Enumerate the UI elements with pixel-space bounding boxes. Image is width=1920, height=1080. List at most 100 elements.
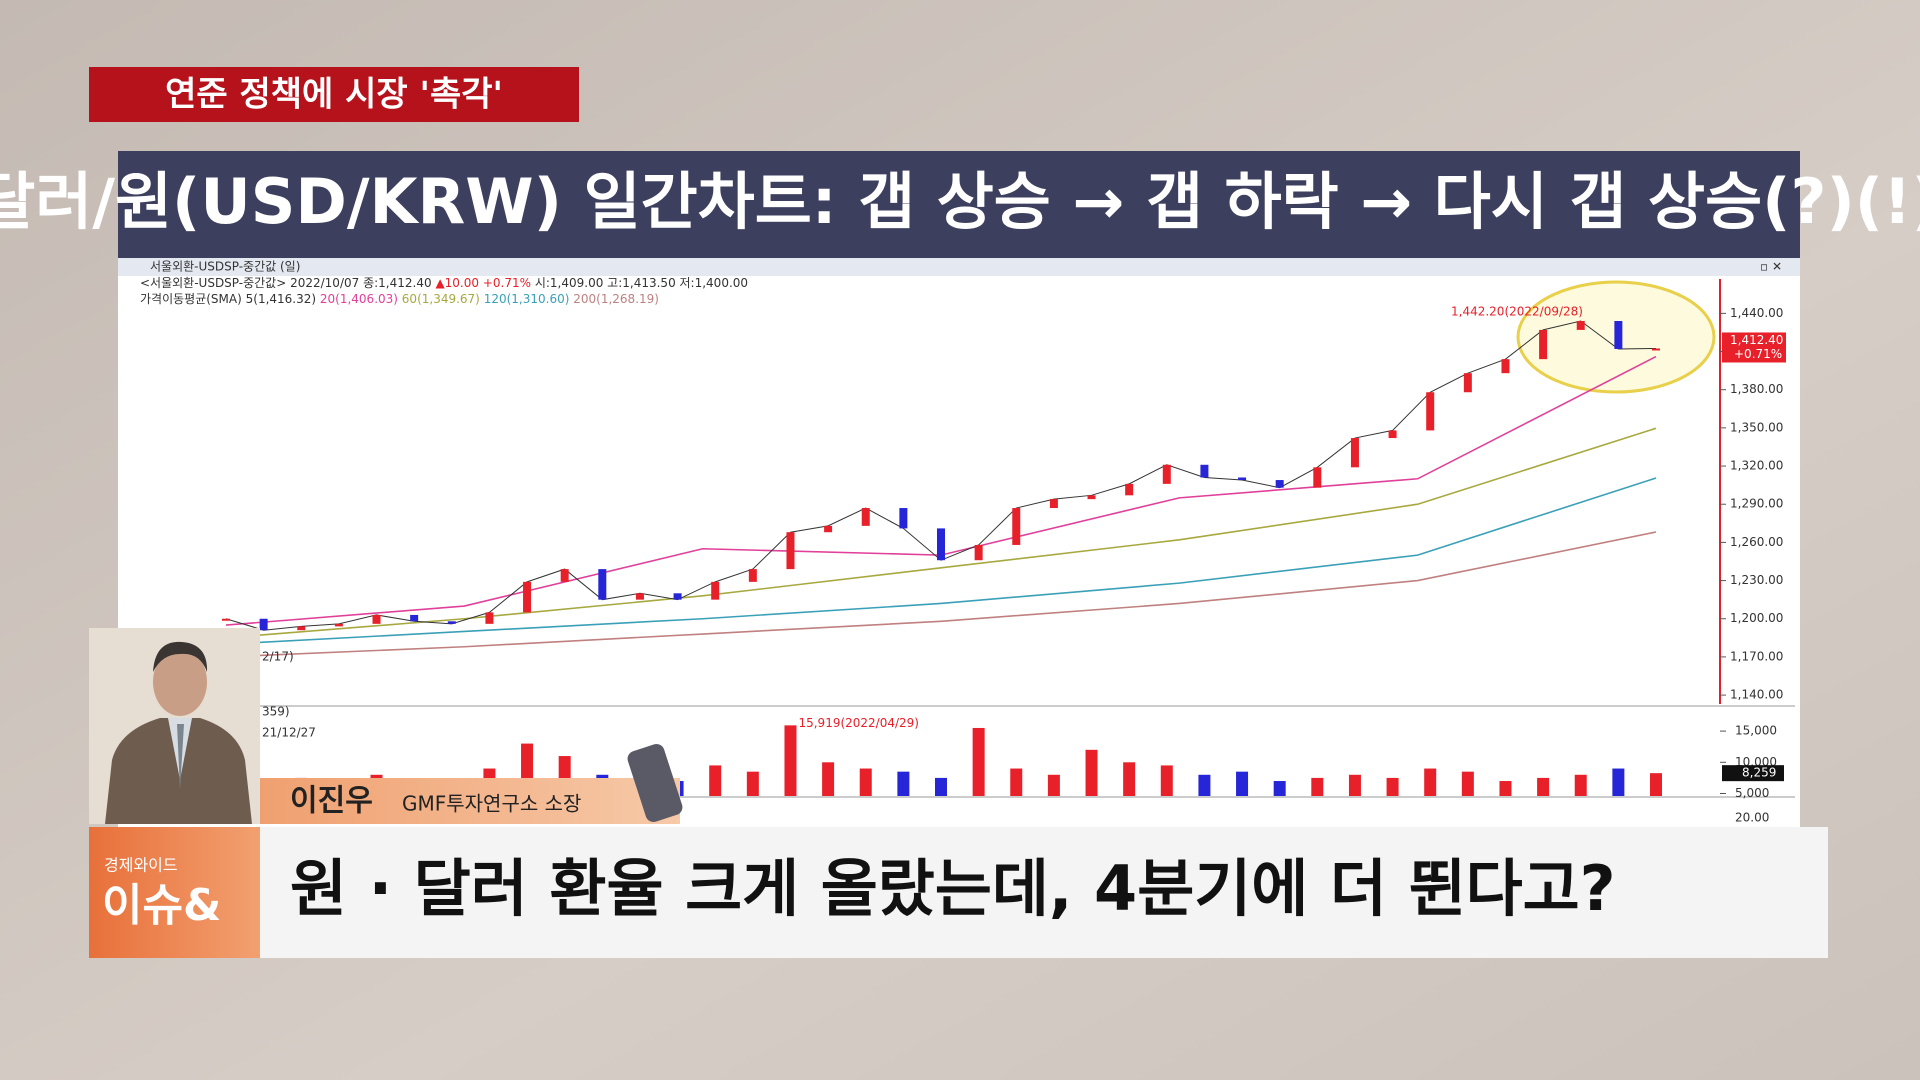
last-change-label: +0.71% [1734,347,1782,361]
logo-main: 이슈& [102,880,221,931]
candle [824,525,833,533]
title-text: 달러/원(USD/KRW) 일간차트: 갭 상승 → 갭 하락 → 다시 갭 상… [0,165,1920,238]
volume-tick-label: 15,000 [1735,724,1777,738]
volume-bar [1123,762,1136,796]
topic-tag-text: 연준 정책에 시장 '촉각' [165,75,503,115]
candle [447,621,456,624]
y-tick-label: 1,200.00 [1730,611,1783,625]
volume-bar [1236,771,1249,796]
start-annotation: 2/17) [262,650,294,664]
volume-peak-annotation: 15,919(2022/04/29) [798,716,919,730]
candle [523,581,532,613]
volume-bar [746,771,759,796]
candle [1426,392,1435,431]
volume-start-annotation: 21/12/27 [262,726,316,740]
topic-tag [89,67,579,122]
candle [711,581,720,600]
program-logo-box [89,827,260,958]
y-tick-label: 1,230.00 [1730,573,1783,587]
logo-top: 경제와이드 [104,856,178,875]
volume-bar [1085,749,1098,796]
volume-bar [1461,771,1474,796]
volume-panel-label: 359) [262,705,290,719]
volume-bar [1612,768,1625,796]
candle [297,626,306,631]
volume-bar [822,762,835,796]
volume-bar [1650,773,1662,796]
candle [861,508,870,526]
candle [1388,430,1397,439]
volume-bar [859,768,872,796]
chart-window-titlebar [118,258,1800,276]
volume-bar [1010,768,1023,796]
sma-line [225,477,1657,645]
volume-tick-label: 5,000 [1735,786,1769,800]
candle [1162,464,1171,484]
volume-last-tag [1722,765,1784,782]
sma-line [225,531,1657,658]
candle [1652,348,1660,351]
volume-bar [784,725,797,796]
chart-window [118,258,1800,833]
photo-hair [153,641,208,672]
lower-third [89,827,1828,958]
candle [748,569,757,582]
sma-title: 가격이동평균(SMA) [140,292,242,306]
volume-bar [1160,765,1173,796]
sma-legend: 200(1,268.19) [573,292,659,306]
sma-legend: 120(1,310.60) [484,292,570,306]
photo-face [153,648,207,716]
volume-bar [1273,781,1286,796]
candle [635,593,644,600]
chart-plot: 1,140.00 1,170.00 1,200.00 1,230.00 1,260.00… [220,305,1786,825]
candle [1125,483,1134,496]
photo-tie [177,724,184,790]
candle [1576,320,1585,330]
volume-bar [1424,768,1437,796]
name-strip [260,778,680,824]
candle [485,612,494,624]
candle [1501,359,1510,374]
volume-bar [1537,777,1550,796]
sma-5-label: 5(1,416.32) [246,292,316,306]
candle [899,508,908,529]
candle [673,593,682,600]
y-tick-label: 1,140.00 [1730,688,1783,702]
headline: 원 · 달러 환율 크게 올랐는데, 4분기에 더 뛴다고? [290,852,1616,925]
volume-bar [709,765,722,796]
candle [259,618,268,631]
candle [937,528,945,561]
volume-bar [1047,774,1060,796]
y-tick-label: 1,320.00 [1730,459,1783,473]
last-price-label: 1,412.40 [1730,333,1783,347]
candle [560,569,569,582]
volume-bar [1311,777,1324,796]
info-rest: 시:1,409.00 고:1,413.50 저:1,400.00 [535,276,748,290]
lower-panel-label: 20.00 [1735,811,1769,825]
volume-last-label: 8,259 [1742,766,1776,780]
phone-icon [627,744,683,822]
candle [1614,320,1623,349]
candle [1012,508,1021,545]
candle [598,569,607,600]
high-annotation: 1,442.20(2022/09/28) [1451,305,1583,319]
candle [786,532,795,570]
info-line: <서울외환-USDSP-중간값> 2022/10/07 종:1,412.40 ▲… [140,276,748,290]
candle [410,614,419,622]
candle [372,614,381,624]
y-tick-label: 1,380.00 [1730,382,1783,396]
volume-bar [1386,777,1399,796]
candle [1313,467,1322,488]
title-bar [118,151,1800,258]
candle [974,544,983,561]
candle [1087,495,1096,500]
volume-bar [1348,774,1361,796]
sma-line: 가격이동평균(SMA) 5(1,416.32) 20(1,406.03) 60(… [140,292,659,306]
chart-window-title: 서울외환-USDSP-중간값 (일) [150,260,300,274]
window-buttons[interactable]: ▫ ✕ [1760,260,1782,274]
info-prefix: <서울외환-USDSP-중간값> 2022/10/07 종:1,412.40 [140,276,432,290]
candle [1275,480,1284,488]
sma-line [225,427,1657,639]
